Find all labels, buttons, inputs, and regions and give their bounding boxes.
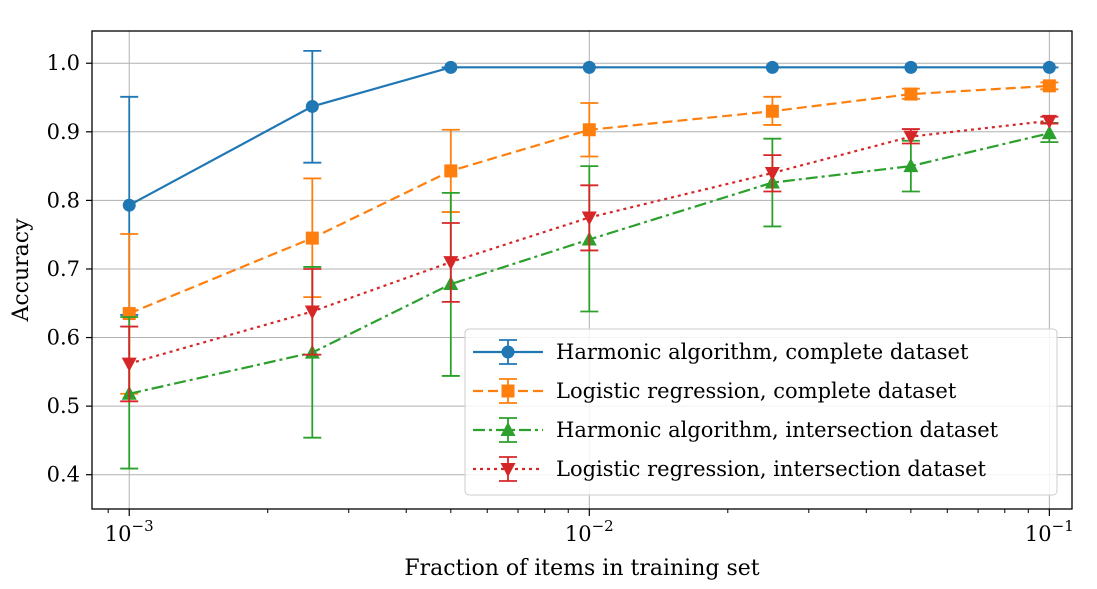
x-tick-label: 10−2 bbox=[565, 517, 614, 546]
y-tick-label: 0.6 bbox=[47, 326, 80, 350]
y-tick-label: 0.5 bbox=[47, 394, 80, 418]
data-point bbox=[1042, 79, 1056, 93]
data-point bbox=[582, 60, 596, 74]
data-point bbox=[305, 99, 319, 113]
series-3 bbox=[120, 114, 1059, 403]
legend-marker bbox=[500, 463, 516, 477]
y-axis-label: Accuracy bbox=[9, 218, 34, 323]
plot-frame bbox=[91, 30, 1073, 510]
data-point bbox=[305, 231, 319, 245]
legend-label: Harmonic algorithm, complete dataset bbox=[556, 340, 969, 364]
legend: Harmonic algorithm, complete dataset Logi… bbox=[464, 328, 1058, 496]
legend-label: Logistic regression, intersection datase… bbox=[556, 457, 987, 481]
data-point bbox=[582, 123, 596, 137]
x-tick-label-base: 10 bbox=[565, 522, 592, 546]
legend-entry: Logistic regression, intersection datase… bbox=[473, 456, 987, 482]
y-tick-label: 0.4 bbox=[47, 463, 80, 487]
legend-marker bbox=[501, 345, 515, 359]
data-point bbox=[443, 256, 459, 271]
data-point bbox=[1041, 125, 1057, 140]
data-point bbox=[304, 305, 320, 320]
legend-entry: Harmonic algorithm, complete dataset bbox=[473, 339, 969, 365]
x-tick-label-exponent: −1 bbox=[1052, 517, 1074, 535]
x-tick-label-exponent: −2 bbox=[592, 517, 614, 535]
data-point bbox=[765, 60, 779, 74]
data-point bbox=[121, 357, 137, 372]
legend-label: Harmonic algorithm, intersection dataset bbox=[556, 418, 999, 442]
x-tick-label-base: 10 bbox=[105, 522, 132, 546]
x-tick-label: 10−1 bbox=[1025, 517, 1074, 546]
data-point bbox=[903, 158, 919, 173]
data-point bbox=[904, 87, 918, 101]
x-axis-label: Fraction of items in training set bbox=[404, 556, 759, 581]
legend-entry: Logistic regression, complete dataset bbox=[473, 378, 957, 404]
legend-box bbox=[464, 328, 1058, 496]
legend-label: Logistic regression, complete dataset bbox=[556, 379, 957, 403]
legend-marker bbox=[501, 384, 515, 398]
y-tick-label: 0.7 bbox=[47, 257, 80, 281]
ticks-layer: 0.40.50.60.70.80.91.010−3 10−2 10−1 bbox=[47, 51, 1074, 546]
y-tick-label: 0.8 bbox=[47, 188, 80, 212]
x-tick-label-exponent: −3 bbox=[132, 517, 154, 535]
data-point bbox=[765, 104, 779, 118]
data-point bbox=[764, 166, 780, 181]
data-point bbox=[581, 211, 597, 226]
data-point bbox=[444, 60, 458, 74]
y-tick-label: 1.0 bbox=[47, 51, 80, 75]
data-point bbox=[903, 130, 919, 145]
data-point bbox=[904, 60, 918, 74]
legend-marker bbox=[500, 422, 516, 436]
data-point bbox=[122, 198, 136, 212]
data-point bbox=[1042, 60, 1056, 74]
data-point bbox=[444, 164, 458, 178]
legend-entry: Harmonic algorithm, intersection dataset bbox=[473, 417, 999, 443]
x-tick-label: 10−3 bbox=[105, 517, 154, 546]
y-tick-label: 0.9 bbox=[47, 120, 80, 144]
data-point bbox=[1041, 114, 1057, 129]
x-tick-label-base: 10 bbox=[1025, 522, 1052, 546]
series-layer bbox=[120, 49, 1059, 470]
